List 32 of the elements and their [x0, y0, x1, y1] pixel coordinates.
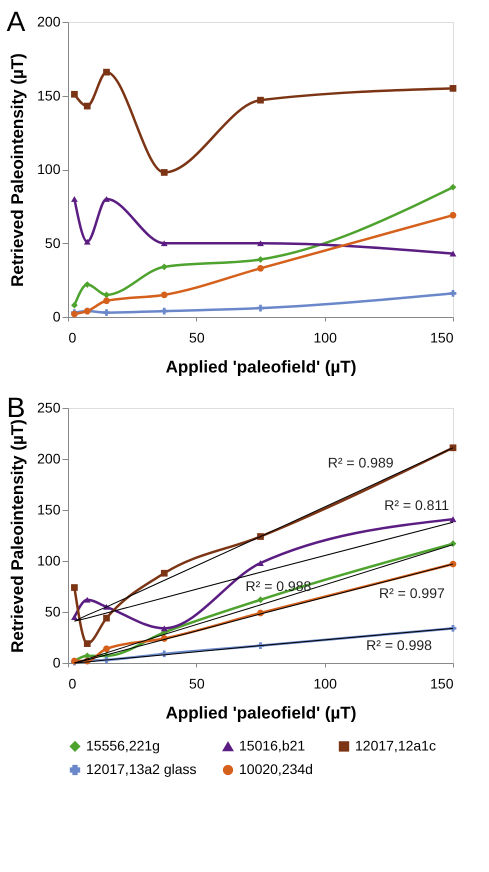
annotation: R² = 0.989 [328, 454, 394, 471]
x-tick-label: 150 [430, 330, 454, 346]
x-axis-title: Applied 'paleofield' (µT) [166, 704, 356, 722]
y-axis-title: Retrieved Paleointensity (µT) [8, 53, 28, 287]
x-tick-label: 50 [189, 330, 205, 346]
legend-label: 15016,b21 [239, 738, 306, 754]
y-tick-label: 250 [37, 400, 61, 416]
x-tick-label: 50 [189, 676, 205, 692]
chart-title: A [6, 6, 26, 37]
y-tick-label: 0 [52, 654, 61, 670]
y-tick-label: 0 [52, 308, 61, 324]
x-tick-label: 150 [430, 676, 454, 692]
annotation: R² = 0.811 [384, 497, 450, 514]
annotation: R² = 0.997 [379, 585, 445, 602]
legend-label: 12017,13a2 glass [86, 761, 197, 777]
legend-label: 10020,234d [239, 761, 313, 777]
x-tick-label: 100 [313, 330, 338, 346]
y-tick-label: 50 [44, 234, 61, 251]
legend-label: 12017,12a1c [355, 737, 436, 754]
y-tick-label: 50 [44, 604, 61, 620]
y-tick-label: 200 [37, 14, 61, 30]
y-tick-label: 100 [37, 552, 61, 568]
y-tick-label: 150 [37, 502, 61, 518]
annotation: R² = 0.998 [366, 636, 432, 653]
legend-label: 15556,221g [86, 737, 160, 754]
y-tick-label: 150 [37, 87, 61, 104]
x-tick-label: 0 [68, 330, 76, 346]
x-tick-label: 0 [68, 676, 76, 692]
x-tick-label: 100 [313, 676, 338, 692]
x-axis-title: Applied 'paleofield' (µT) [166, 358, 356, 376]
y-tick-label: 100 [37, 161, 61, 177]
y-tick-label: 200 [37, 450, 61, 466]
